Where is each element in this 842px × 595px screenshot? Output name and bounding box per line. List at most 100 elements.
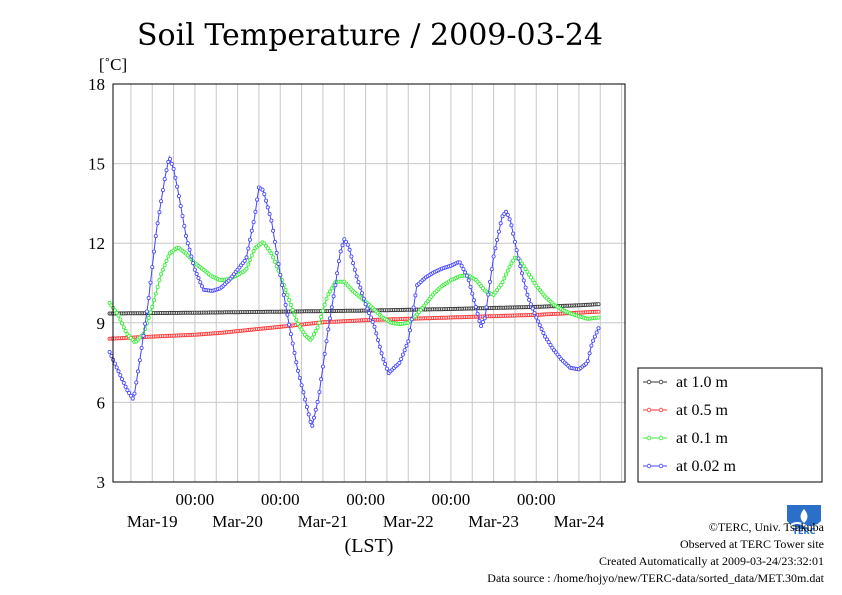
legend-item: at 1.0 m — [643, 374, 729, 391]
data-point — [303, 397, 308, 402]
x-date-tick-label: Mar-24 — [554, 512, 605, 531]
x-time-tick-label: 00:00 — [176, 490, 215, 509]
data-point — [315, 399, 320, 404]
data-point — [377, 344, 382, 349]
data-point — [311, 415, 316, 420]
data-point — [313, 328, 318, 333]
data-point — [495, 237, 500, 242]
data-point — [153, 234, 158, 239]
data-point — [505, 212, 510, 217]
data-point — [359, 291, 364, 296]
data-point — [326, 292, 331, 297]
data-point — [114, 365, 119, 370]
data-point — [523, 267, 528, 272]
data-point — [144, 309, 149, 314]
data-point — [171, 166, 176, 171]
data-point — [527, 272, 532, 277]
data-point — [164, 168, 169, 173]
data-point — [301, 390, 306, 395]
data-point — [192, 267, 197, 272]
data-point — [514, 248, 519, 253]
footer-observed: Observed at TERC Tower site — [679, 537, 824, 551]
data-point — [127, 390, 132, 395]
data-point — [313, 407, 318, 412]
legend-label: at 1.0 m — [676, 374, 729, 391]
data-point — [317, 320, 322, 325]
data-point — [288, 302, 293, 307]
y-tick-label: 15 — [88, 155, 105, 174]
data-point — [292, 350, 297, 355]
data-point — [486, 292, 491, 297]
data-point — [459, 263, 464, 268]
legend-swatch-point — [658, 407, 664, 413]
data-point — [262, 192, 267, 197]
logo-text: TERC — [793, 527, 816, 536]
data-point — [541, 330, 546, 335]
data-point — [493, 246, 498, 251]
data-point — [333, 283, 338, 288]
legend-swatch-point — [658, 463, 664, 469]
data-point — [134, 380, 139, 385]
data-point — [468, 284, 473, 289]
data-point — [368, 315, 373, 320]
data-point — [290, 307, 295, 312]
chart-title: Soil Temperature / 2009-03-24 — [137, 18, 603, 53]
data-point — [534, 315, 539, 320]
data-point — [281, 292, 286, 297]
data-point — [509, 223, 514, 228]
data-point — [479, 323, 484, 328]
data-point — [267, 211, 272, 216]
data-point — [285, 292, 290, 297]
data-point — [463, 270, 468, 275]
data-point — [269, 218, 274, 223]
legend-item: at 0.02 m — [643, 458, 737, 475]
y-axis-unit: [˚C] — [99, 55, 127, 74]
data-point — [384, 366, 389, 371]
terc-logo: TERC — [787, 505, 821, 536]
data-point — [525, 292, 530, 297]
data-point — [320, 308, 325, 313]
data-point — [324, 339, 329, 344]
data-point — [356, 280, 361, 285]
data-point — [295, 368, 300, 373]
data-point — [400, 352, 405, 357]
data-point — [137, 358, 142, 363]
x-axis-label: (LST) — [345, 535, 394, 557]
data-point — [592, 334, 597, 339]
data-point — [246, 262, 251, 267]
data-point — [461, 267, 466, 272]
data-point — [187, 247, 192, 252]
data-point — [274, 250, 279, 255]
data-point — [159, 199, 164, 204]
data-point — [589, 343, 594, 348]
data-point — [315, 325, 320, 330]
data-point — [518, 264, 523, 269]
data-point — [130, 396, 135, 401]
data-point — [166, 159, 171, 164]
data-point — [121, 325, 126, 330]
data-point — [247, 257, 252, 262]
legend-swatch-point — [646, 435, 652, 441]
data-point — [358, 285, 363, 290]
data-point — [527, 297, 532, 302]
data-point — [182, 223, 187, 228]
data-point — [548, 342, 553, 347]
data-point — [294, 360, 299, 365]
data-point — [320, 364, 325, 369]
data-point — [287, 297, 292, 302]
data-point — [244, 266, 249, 271]
data-point — [466, 278, 471, 283]
data-point — [255, 197, 260, 202]
x-time-tick-label: 00:00 — [346, 490, 385, 509]
data-point — [509, 261, 514, 266]
data-point — [498, 282, 503, 287]
data-point — [480, 320, 485, 325]
data-point — [370, 319, 375, 324]
data-point — [310, 423, 315, 428]
data-point — [253, 209, 258, 214]
x-date-tick-label: Mar-22 — [383, 512, 434, 531]
data-point — [528, 302, 533, 307]
data-point — [329, 305, 334, 310]
x-time-tick-label: 00:00 — [517, 490, 556, 509]
data-point — [528, 275, 533, 280]
